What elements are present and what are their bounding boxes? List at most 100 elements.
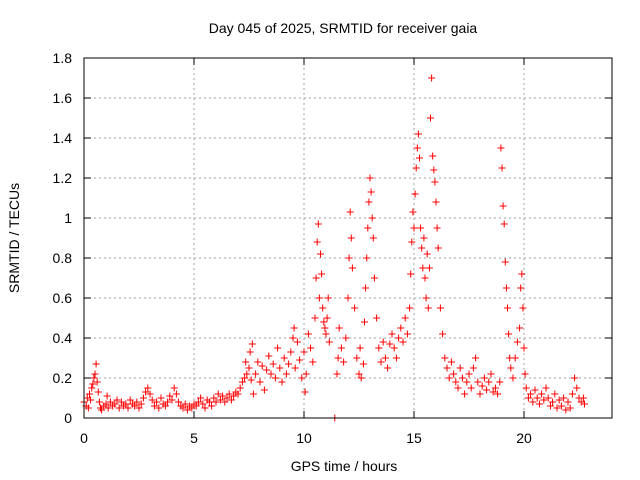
data-point: [507, 364, 515, 372]
data-point: [562, 406, 570, 414]
grid-layer: [84, 58, 612, 418]
data-point: [533, 394, 541, 402]
data-point: [467, 384, 475, 392]
data-point: [428, 74, 436, 82]
data-point: [432, 198, 440, 206]
data-point: [386, 340, 394, 348]
data-point: [564, 398, 572, 406]
data-point: [325, 338, 333, 346]
data-point: [345, 254, 353, 262]
data-point: [117, 398, 125, 406]
data-point: [417, 224, 425, 232]
data-point: [368, 214, 376, 222]
data-point: [505, 330, 513, 338]
data-point: [111, 400, 119, 408]
data-point: [219, 392, 227, 400]
data-point: [300, 348, 308, 356]
data-point: [392, 354, 400, 362]
data-point: [290, 324, 298, 332]
data-point: [311, 314, 319, 322]
data-point: [418, 244, 426, 252]
data-point: [498, 164, 506, 172]
data-point: [478, 382, 486, 390]
data-point: [242, 358, 250, 366]
data-point: [150, 402, 158, 410]
data-point: [549, 398, 557, 406]
data-point: [362, 284, 370, 292]
data-point: [568, 390, 576, 398]
data-point: [280, 354, 288, 362]
data-point: [472, 354, 480, 362]
data-point: [551, 390, 559, 398]
data-point: [509, 374, 517, 382]
data-point: [367, 188, 375, 196]
data-point: [535, 400, 543, 408]
data-point: [269, 360, 277, 368]
data-point: [487, 370, 495, 378]
x-tick-label: 10: [296, 430, 312, 446]
data-point: [148, 396, 156, 404]
data-point: [434, 244, 442, 252]
data-point: [307, 344, 315, 352]
data-point: [463, 378, 471, 386]
data-point: [369, 234, 377, 242]
data-point: [243, 370, 251, 378]
data-point: [194, 398, 202, 406]
data-point: [278, 378, 286, 386]
data-point: [538, 390, 546, 398]
data-point: [260, 386, 268, 394]
data-point: [313, 238, 321, 246]
data-point: [540, 396, 548, 404]
data-point: [247, 376, 255, 384]
data-point: [414, 130, 422, 138]
x-tick-label: 15: [406, 430, 422, 446]
data-point: [390, 344, 398, 352]
data-point: [425, 264, 433, 272]
data-point: [465, 370, 473, 378]
data-point: [542, 384, 550, 392]
data-point: [357, 374, 365, 382]
data-point: [210, 394, 218, 402]
y-tick-label: 0.8: [53, 250, 73, 266]
data-point: [544, 394, 552, 402]
data-point: [351, 304, 359, 312]
data-point: [318, 270, 326, 278]
data-point: [197, 394, 205, 402]
data-point: [146, 390, 154, 398]
data-point: [431, 178, 439, 186]
data-point: [560, 394, 568, 402]
data-point: [489, 388, 497, 396]
data-point: [90, 374, 98, 382]
data-point: [252, 370, 260, 378]
data-point: [513, 338, 521, 346]
data-point: [406, 304, 414, 312]
data-point: [557, 402, 565, 410]
data-point: [245, 364, 253, 372]
data-point: [289, 334, 297, 342]
data-point: [476, 390, 484, 398]
data-point: [227, 396, 235, 404]
data-point: [312, 274, 320, 282]
data-point: [298, 374, 306, 382]
x-tick-label: 20: [516, 430, 532, 446]
data-point: [221, 398, 229, 406]
data-point: [254, 358, 262, 366]
data-point: [301, 388, 309, 396]
data-point: [517, 284, 525, 292]
data-point: [293, 338, 301, 346]
data-point: [161, 402, 169, 410]
data-point: [168, 396, 176, 404]
data-point: [379, 338, 387, 346]
data-point: [571, 374, 579, 382]
ticks-layer: 0 0.2 0.4 0.6 0.8 1 1.2 1.4 1.6 1.8 0 5 10 15 20: [53, 50, 612, 446]
data-point: [234, 390, 242, 398]
data-point: [445, 374, 453, 382]
data-point: [246, 348, 254, 356]
data-point: [344, 294, 352, 302]
data-point: [491, 384, 499, 392]
data-point: [359, 360, 367, 368]
data-point: [497, 144, 505, 152]
data-point: [399, 338, 407, 346]
data-point: [337, 344, 345, 352]
data-point: [296, 356, 304, 364]
